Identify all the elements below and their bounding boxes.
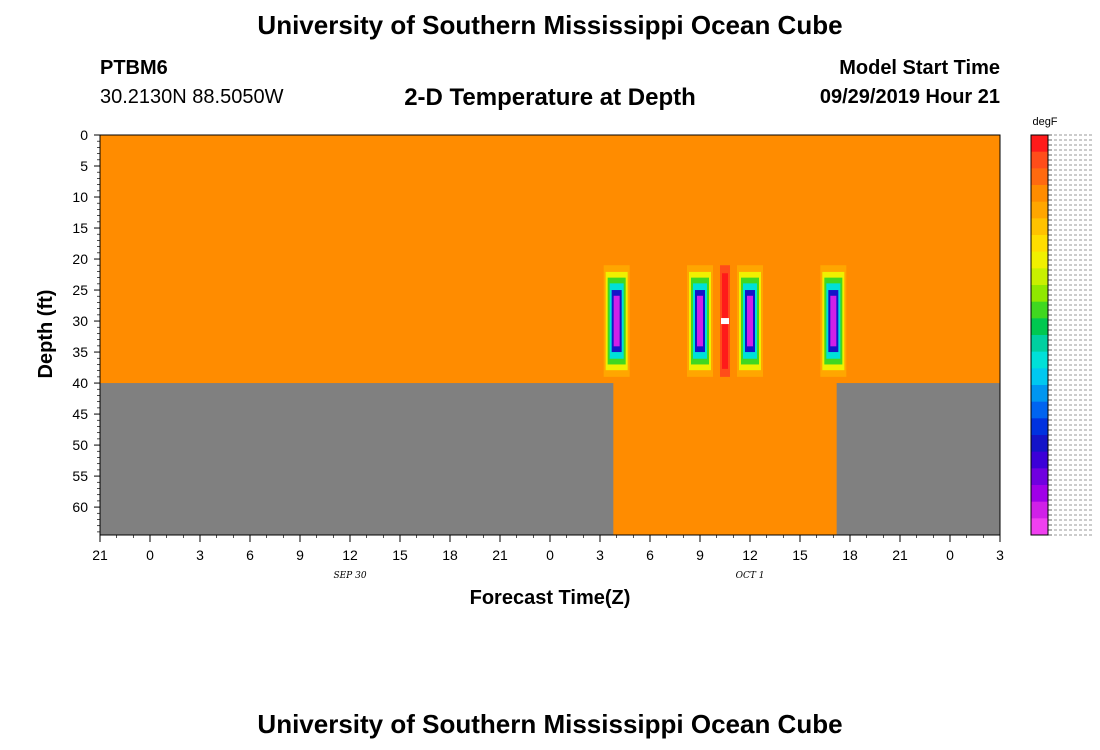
colorbar-swatch xyxy=(1031,485,1048,503)
x-tick-label: 9 xyxy=(296,547,304,563)
model-start-value: 09/29/2019 Hour 21 xyxy=(819,86,1000,108)
colorbar-swatch xyxy=(1031,318,1048,336)
anomaly-cold-5 xyxy=(820,265,847,377)
colorbar-swatch xyxy=(1031,218,1048,236)
anomaly-cold-2 xyxy=(687,265,713,377)
x-tick-label: 12 xyxy=(342,547,358,563)
colorbar-swatch xyxy=(1031,285,1048,303)
x-tick-label: 21 xyxy=(892,547,908,563)
x-tick-label: 0 xyxy=(546,547,554,563)
colorbar-swatch xyxy=(1031,518,1048,536)
x-tick-label: 21 xyxy=(492,547,508,563)
y-tick-label: 15 xyxy=(72,220,88,236)
colorbar-swatch xyxy=(1031,201,1048,219)
y-tick-label: 40 xyxy=(72,375,88,391)
x-tick-label: 18 xyxy=(842,547,858,563)
x-axis-label: Forecast Time(Z) xyxy=(470,587,631,609)
page-title: University of Southern Mississippi Ocean… xyxy=(257,10,843,40)
y-tick-label: 55 xyxy=(72,468,88,484)
x-tick-label: 6 xyxy=(246,547,254,563)
chart-title: 2-D Temperature at Depth xyxy=(404,84,696,111)
colorbar-swatch xyxy=(1031,385,1048,403)
y-tick-label: 25 xyxy=(72,282,88,298)
x-tick-label: 15 xyxy=(392,547,408,563)
model-start-label: Model Start Time xyxy=(839,57,1000,79)
colorbar-swatch xyxy=(1031,451,1048,469)
x-tick-label: 6 xyxy=(646,547,654,563)
x-tick-label: 12 xyxy=(742,547,758,563)
y-tick-label: 50 xyxy=(72,437,88,453)
colorbar-swatch xyxy=(1031,185,1048,203)
colorbar: degF xyxy=(1030,116,1094,536)
y-tick-label: 35 xyxy=(72,344,88,360)
y-tick-label: 5 xyxy=(80,158,88,174)
x-tick-label: 0 xyxy=(146,547,154,563)
colorbar-swatch xyxy=(1031,468,1048,486)
x-tick-label: 9 xyxy=(696,547,704,563)
colorbar-swatch xyxy=(1031,151,1048,169)
colorbar-swatch xyxy=(1031,235,1048,253)
x-tick-label: 0 xyxy=(946,547,954,563)
y-tick-label: 20 xyxy=(72,251,88,267)
y-tick-label: 45 xyxy=(72,406,88,422)
y-tick-label: 60 xyxy=(72,499,88,515)
y-axis-label: Depth (ft) xyxy=(35,290,57,379)
colorbar-swatch xyxy=(1031,351,1048,369)
y-tick-label: 0 xyxy=(80,127,88,143)
colorbar-swatch xyxy=(1031,301,1048,319)
colorbar-swatch xyxy=(1031,435,1048,453)
no-data-region-left xyxy=(100,383,614,535)
x-tick-label: 15 xyxy=(792,547,808,563)
x-date-label: SEP 30 xyxy=(333,571,366,581)
colorbar-swatch xyxy=(1031,135,1048,153)
colorbar-swatch xyxy=(1031,501,1048,519)
x-tick-label: 3 xyxy=(996,547,1004,563)
x-date-label: OCT 1 xyxy=(736,571,765,581)
colorbar-swatch xyxy=(1031,335,1048,353)
anomaly-warm-3 xyxy=(720,265,730,377)
plot-area xyxy=(100,135,1000,535)
colorbar-swatch xyxy=(1031,368,1048,386)
y-tick-label: 10 xyxy=(72,189,88,205)
colorbar-swatch xyxy=(1031,418,1048,436)
y-tick-label: 30 xyxy=(72,313,88,329)
colorbar-swatch xyxy=(1031,401,1048,419)
anomaly-cold-1 xyxy=(603,265,630,377)
colorbar-swatch xyxy=(1031,251,1048,269)
colorbar-unit: degF xyxy=(1032,116,1057,128)
x-tick-label: 18 xyxy=(442,547,458,563)
colorbar-swatch xyxy=(1031,168,1048,186)
x-tick-label: 3 xyxy=(196,547,204,563)
footer-title: University of Southern Mississippi Ocean… xyxy=(257,709,843,739)
no-data-region-right xyxy=(836,383,1000,535)
anomaly-cold-4 xyxy=(737,265,763,377)
x-tick-label: 3 xyxy=(596,547,604,563)
colorbar-swatch xyxy=(1031,268,1048,286)
station-id: PTBM6 xyxy=(100,57,168,79)
x-tick-label: 21 xyxy=(92,547,108,563)
station-coordinates: 30.2130N 88.5050W xyxy=(100,86,284,108)
